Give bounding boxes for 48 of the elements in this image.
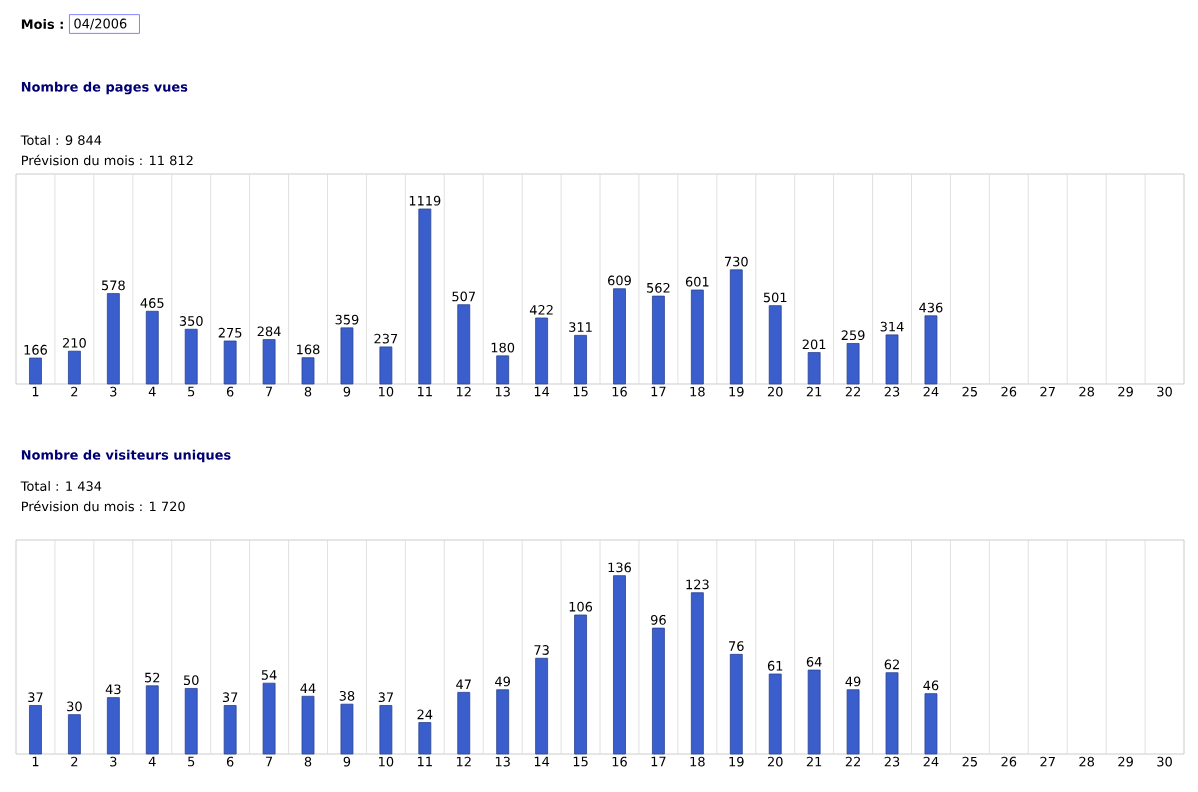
bar [262, 682, 276, 755]
bar [29, 705, 42, 755]
bar [106, 697, 120, 755]
bar [68, 714, 81, 755]
bar [223, 705, 237, 755]
bar [729, 653, 743, 755]
bar [68, 350, 81, 385]
bar [496, 355, 510, 385]
bar [768, 673, 782, 755]
bar [690, 592, 704, 755]
bar [418, 722, 432, 755]
bar [535, 657, 549, 755]
bar [418, 208, 432, 385]
bar [652, 295, 665, 385]
bar [496, 689, 510, 755]
bar [340, 327, 354, 385]
bar [613, 575, 626, 755]
bar [340, 703, 354, 755]
bar [301, 357, 315, 385]
bar [184, 688, 198, 755]
bar [768, 305, 782, 385]
bar [301, 695, 315, 755]
bar [885, 334, 899, 385]
bar [457, 691, 471, 755]
bar [145, 685, 159, 755]
bar [846, 689, 860, 755]
bar [535, 317, 549, 385]
bar [924, 315, 938, 385]
bar [652, 627, 665, 755]
bar [729, 269, 743, 385]
bar [262, 339, 276, 385]
bar [846, 343, 860, 385]
bar [106, 293, 120, 385]
bar [690, 289, 704, 385]
bar [574, 614, 587, 755]
bar [379, 705, 393, 755]
bar [223, 340, 237, 385]
bar [885, 672, 899, 755]
bar [379, 346, 393, 385]
bar [613, 288, 626, 385]
bar [924, 693, 938, 755]
bar [807, 352, 821, 385]
bar [457, 304, 471, 385]
bar [184, 328, 198, 385]
bar [574, 334, 587, 385]
bar [807, 669, 821, 755]
bar [145, 310, 159, 385]
bar [29, 357, 42, 385]
